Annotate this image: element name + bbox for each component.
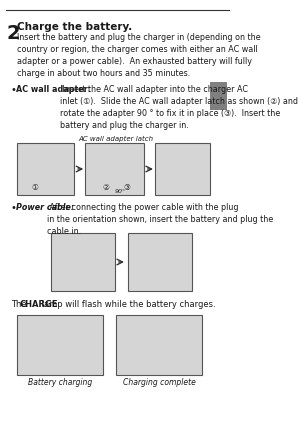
Bar bbox=[210, 82, 227, 110]
Bar bbox=[17, 143, 74, 195]
Bar bbox=[128, 233, 192, 291]
Text: Battery charging: Battery charging bbox=[28, 378, 92, 387]
Text: •: • bbox=[11, 85, 17, 95]
Bar bbox=[116, 315, 202, 375]
Text: ③: ③ bbox=[124, 183, 130, 192]
Text: AC wall adapter:: AC wall adapter: bbox=[16, 85, 91, 94]
Text: ①: ① bbox=[32, 183, 39, 192]
Text: •: • bbox=[11, 203, 17, 213]
Text: lamp will flash while the battery charges.: lamp will flash while the battery charge… bbox=[39, 300, 216, 309]
Bar bbox=[17, 315, 104, 375]
Text: AC wall adapter latch: AC wall adapter latch bbox=[78, 136, 154, 142]
Text: Insert the battery and plug the charger in (depending on the
country or region, : Insert the battery and plug the charger … bbox=[17, 33, 261, 78]
Text: CHARGE: CHARGE bbox=[20, 300, 58, 309]
Text: Power cable:: Power cable: bbox=[16, 203, 74, 212]
Text: Charge the battery.: Charge the battery. bbox=[17, 22, 133, 32]
Bar bbox=[51, 233, 115, 291]
Text: 90°: 90° bbox=[114, 189, 125, 194]
Text: Charging complete: Charging complete bbox=[123, 378, 195, 387]
Text: Insert the AC wall adapter into the charger AC
inlet (①).  Slide the AC wall ada: Insert the AC wall adapter into the char… bbox=[60, 85, 298, 130]
Bar bbox=[155, 143, 210, 195]
Text: ②: ② bbox=[102, 183, 109, 192]
Text: After connecting the power cable with the plug
in the orientation shown, insert : After connecting the power cable with th… bbox=[47, 203, 273, 236]
Bar bbox=[85, 143, 144, 195]
Text: The: The bbox=[11, 300, 29, 309]
Text: 2: 2 bbox=[6, 24, 20, 43]
